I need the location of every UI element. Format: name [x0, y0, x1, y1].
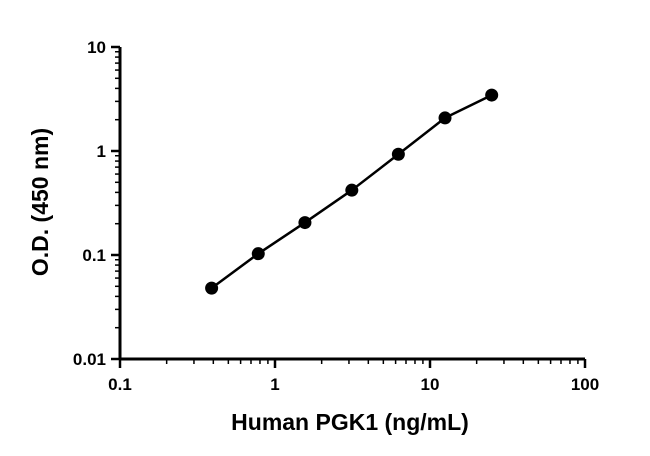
data-point [345, 183, 359, 197]
y-axis-title: O.D. (450 nm) [27, 128, 53, 276]
data-point [438, 111, 452, 125]
data-point [251, 247, 265, 261]
x-tick-label: 10 [421, 375, 440, 394]
data-point [298, 216, 312, 230]
data-point [485, 88, 499, 102]
x-tick-label: 1 [270, 375, 279, 394]
data-point [205, 281, 219, 295]
x-axis-title: Human PGK1 (ng/mL) [231, 409, 469, 435]
y-tick-label: 0.1 [82, 246, 106, 265]
y-tick-label: 1 [97, 142, 106, 161]
data-points-layer [205, 88, 499, 295]
y-tick-label: 10 [87, 38, 106, 57]
y-tick-label: 0.01 [73, 350, 106, 369]
x-tick-label: 100 [571, 375, 599, 394]
x-tick-label: 0.1 [108, 375, 132, 394]
data-point [391, 147, 405, 161]
